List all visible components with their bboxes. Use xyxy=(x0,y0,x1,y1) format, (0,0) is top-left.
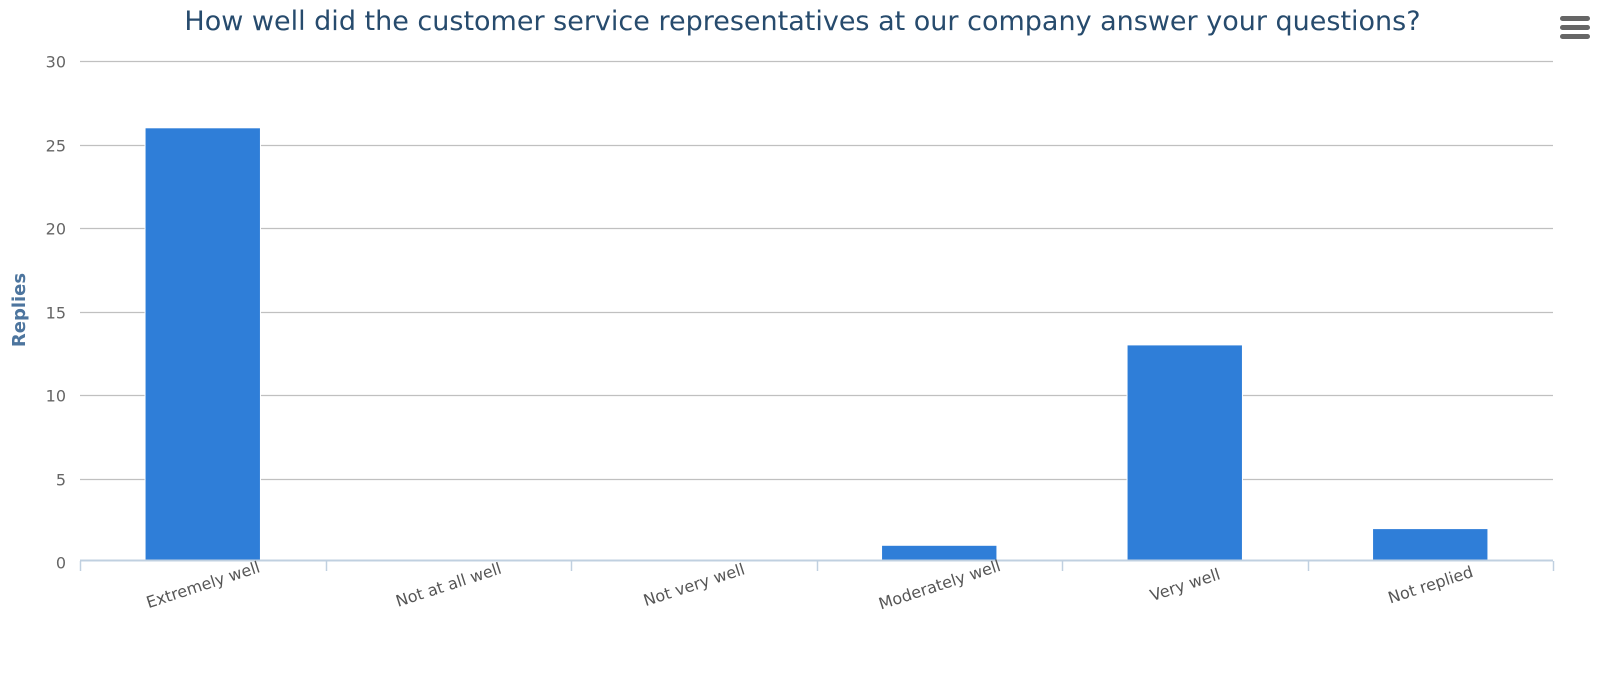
x-category-label: Not replied xyxy=(1386,562,1476,607)
y-tick-label: 5 xyxy=(56,471,66,490)
y-tick-label: 0 xyxy=(56,554,66,573)
chart-title: How well did the customer service repres… xyxy=(184,6,1421,37)
y-tick-label: 25 xyxy=(46,137,66,156)
chart-menu-button[interactable] xyxy=(1560,16,1590,40)
y-axis-labels: 0 5 10 15 20 25 30 xyxy=(46,53,66,573)
bar[interactable] xyxy=(1126,344,1243,561)
x-category-label: Moderately well xyxy=(876,556,1003,613)
bar[interactable] xyxy=(144,127,261,561)
x-axis-labels: Extremely well Not at all well Not very we… xyxy=(144,556,1476,613)
y-tick-label: 15 xyxy=(46,304,66,323)
grid-lines xyxy=(80,60,1553,481)
y-tick-label: 30 xyxy=(46,53,66,72)
x-category-label: Extremely well xyxy=(144,557,262,612)
x-category-label: Very well xyxy=(1148,565,1223,605)
y-axis-title: Replies xyxy=(9,273,30,347)
y-tick-label: 10 xyxy=(46,387,66,406)
x-category-label: Not very well xyxy=(641,559,747,610)
bar[interactable] xyxy=(1372,528,1489,561)
x-category-label: Not at all well xyxy=(393,559,503,611)
bars xyxy=(144,127,1489,561)
bar[interactable] xyxy=(881,544,998,561)
hamburger-menu-icon xyxy=(1560,16,1590,21)
x-axis xyxy=(79,559,1555,571)
y-tick-label: 20 xyxy=(46,220,66,239)
